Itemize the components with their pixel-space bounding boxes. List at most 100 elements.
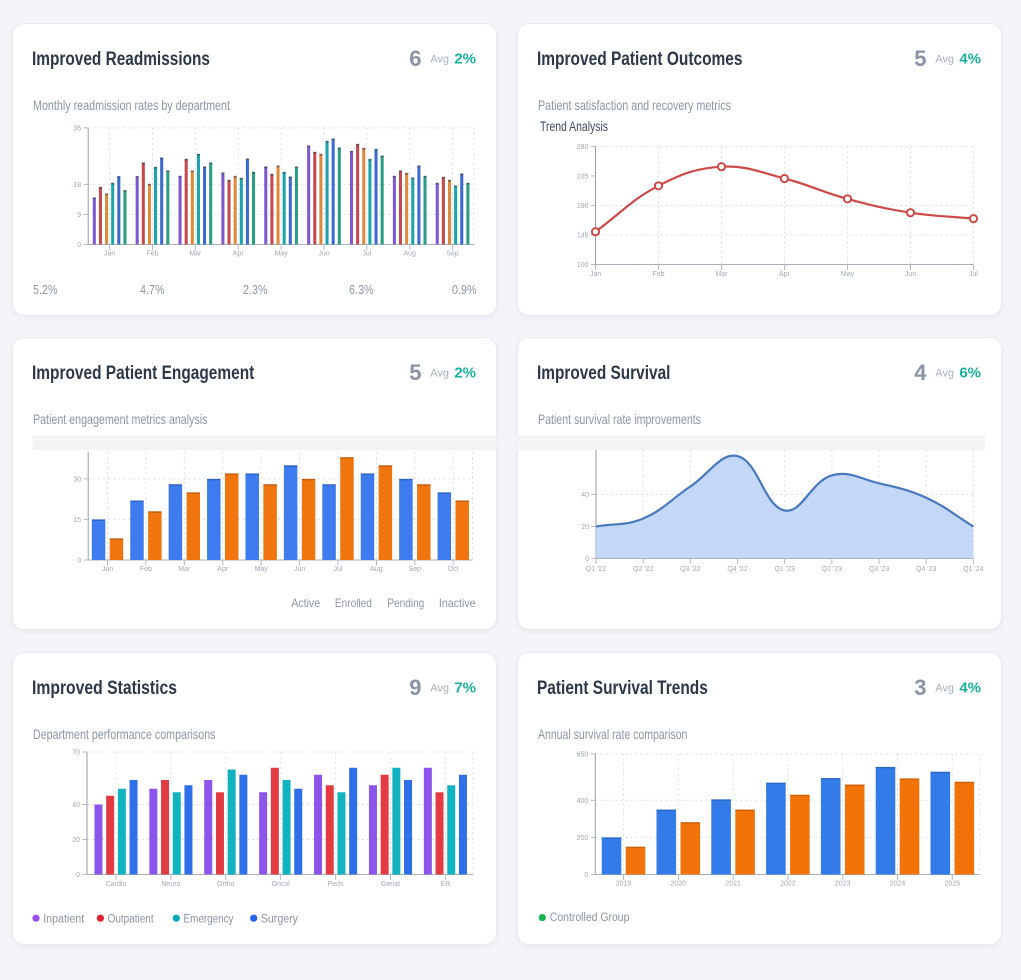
- svg-text:Improved Survival: Improved Survival: [537, 363, 670, 384]
- svg-text:18: 18: [73, 182, 81, 189]
- svg-text:Improved Readmissions: Improved Readmissions: [32, 49, 210, 70]
- svg-text:Q4 '23: Q4 '23: [916, 566, 937, 573]
- svg-text:Controlled Group: Controlled Group: [550, 912, 630, 924]
- svg-text:Jan: Jan: [102, 566, 113, 573]
- svg-text:20: 20: [581, 524, 589, 531]
- svg-text:May: May: [274, 251, 288, 258]
- svg-text:4%: 4%: [959, 679, 981, 696]
- svg-text:Mar: Mar: [178, 566, 191, 573]
- svg-text:Mar: Mar: [715, 271, 728, 278]
- svg-text:2%: 2%: [454, 50, 476, 67]
- svg-text:Jun: Jun: [294, 566, 305, 573]
- svg-text:Patient engagement metrics ana: Patient engagement metrics analysis: [33, 411, 208, 427]
- svg-text:Avg: Avg: [430, 54, 449, 66]
- svg-text:Q1 '23: Q1 '23: [774, 566, 795, 573]
- svg-text:190: 190: [577, 203, 589, 210]
- svg-text:280: 280: [577, 144, 589, 151]
- svg-text:Jul: Jul: [969, 271, 978, 278]
- svg-text:Patient Survival Trends: Patient Survival Trends: [537, 678, 708, 699]
- svg-text:145: 145: [577, 232, 589, 239]
- svg-text:70: 70: [72, 750, 80, 757]
- svg-text:15: 15: [73, 517, 81, 524]
- svg-text:7%: 7%: [454, 679, 476, 696]
- svg-text:Geriat: Geriat: [381, 881, 400, 888]
- svg-text:5: 5: [409, 360, 421, 385]
- svg-text:0: 0: [585, 556, 589, 563]
- svg-text:Cardio: Cardio: [106, 881, 127, 888]
- svg-text:40: 40: [581, 492, 589, 499]
- svg-text:9: 9: [77, 212, 81, 219]
- svg-text:Inactive: Inactive: [439, 596, 476, 610]
- svg-text:Ortho: Ortho: [217, 881, 235, 888]
- svg-text:30: 30: [73, 476, 81, 483]
- svg-text:650: 650: [577, 751, 589, 758]
- svg-text:Annual survival rate compariso: Annual survival rate comparison: [538, 726, 687, 742]
- svg-text:Enrolled: Enrolled: [335, 596, 372, 610]
- svg-text:Q2 '23: Q2 '23: [822, 566, 843, 573]
- svg-text:Peds: Peds: [328, 881, 344, 888]
- svg-text:Active: Active: [291, 596, 320, 610]
- svg-text:Neuro: Neuro: [161, 881, 180, 888]
- svg-text:100: 100: [577, 262, 589, 269]
- svg-text:Aug: Aug: [403, 251, 416, 258]
- svg-text:Avg: Avg: [935, 683, 954, 695]
- svg-text:2.3%: 2.3%: [243, 283, 268, 297]
- svg-text:Apr: Apr: [779, 271, 791, 278]
- svg-text:Monthly readmission rates by d: Monthly readmission rates by department: [33, 97, 230, 113]
- svg-text:4.7%: 4.7%: [140, 283, 165, 297]
- svg-text:Department performance compari: Department performance comparisons: [33, 726, 216, 742]
- svg-text:Patient satisfaction and recov: Patient satisfaction and recovery metric…: [538, 97, 731, 113]
- svg-text:5: 5: [914, 46, 926, 71]
- svg-text:Q1 '22: Q1 '22: [586, 566, 607, 573]
- svg-text:Q2 '22: Q2 '22: [633, 566, 654, 573]
- svg-text:200: 200: [577, 835, 589, 842]
- svg-text:2020: 2020: [671, 881, 687, 888]
- svg-text:Apr: Apr: [217, 566, 229, 573]
- svg-text:Inpatient: Inpatient: [43, 913, 85, 925]
- svg-text:Jan: Jan: [104, 251, 115, 258]
- svg-text:Oct: Oct: [448, 566, 459, 573]
- svg-text:Mar: Mar: [189, 251, 202, 258]
- svg-text:Avg: Avg: [935, 54, 954, 66]
- svg-text:Feb: Feb: [146, 251, 158, 258]
- svg-text:ER: ER: [441, 881, 451, 888]
- svg-text:Feb: Feb: [140, 566, 152, 573]
- svg-text:Feb: Feb: [652, 271, 664, 278]
- svg-text:Patient survival rate improvem: Patient survival rate improvements: [538, 411, 701, 427]
- svg-text:Outpatient: Outpatient: [108, 913, 155, 925]
- svg-text:2%: 2%: [454, 364, 476, 381]
- svg-text:Jul: Jul: [334, 566, 343, 573]
- svg-text:Avg: Avg: [935, 368, 954, 380]
- svg-text:2019: 2019: [616, 881, 632, 888]
- svg-text:6%: 6%: [959, 364, 981, 381]
- svg-text:0: 0: [76, 872, 80, 879]
- svg-text:6.3%: 6.3%: [349, 283, 374, 297]
- svg-text:Jul: Jul: [362, 251, 371, 258]
- svg-text:3: 3: [914, 675, 926, 700]
- svg-text:Avg: Avg: [430, 368, 449, 380]
- svg-text:Q1 '24: Q1 '24: [963, 566, 984, 573]
- svg-text:Jun: Jun: [318, 251, 329, 258]
- svg-text:Q4 '22: Q4 '22: [727, 566, 748, 573]
- svg-text:2025: 2025: [945, 881, 961, 888]
- svg-text:5.2%: 5.2%: [33, 283, 58, 297]
- svg-text:235: 235: [577, 173, 589, 180]
- svg-text:Improved Patient Outcomes: Improved Patient Outcomes: [537, 49, 743, 70]
- svg-text:40: 40: [72, 802, 80, 809]
- svg-text:2021: 2021: [725, 881, 741, 888]
- svg-text:Oncol: Oncol: [272, 881, 291, 888]
- svg-text:Emergency: Emergency: [184, 913, 234, 925]
- svg-text:Improved Patient Engagement: Improved Patient Engagement: [32, 363, 255, 384]
- svg-text:May: May: [255, 566, 269, 573]
- svg-text:Jun: Jun: [905, 271, 916, 278]
- svg-text:35: 35: [73, 125, 81, 132]
- svg-text:0.9%: 0.9%: [452, 283, 477, 297]
- svg-text:0: 0: [584, 872, 588, 879]
- svg-text:6: 6: [409, 46, 421, 71]
- svg-text:Sep: Sep: [446, 251, 459, 258]
- svg-text:9: 9: [409, 675, 421, 700]
- svg-text:2023: 2023: [835, 881, 851, 888]
- svg-text:400: 400: [577, 798, 589, 805]
- svg-text:2022: 2022: [780, 881, 796, 888]
- svg-text:Trend Analysis: Trend Analysis: [540, 118, 608, 134]
